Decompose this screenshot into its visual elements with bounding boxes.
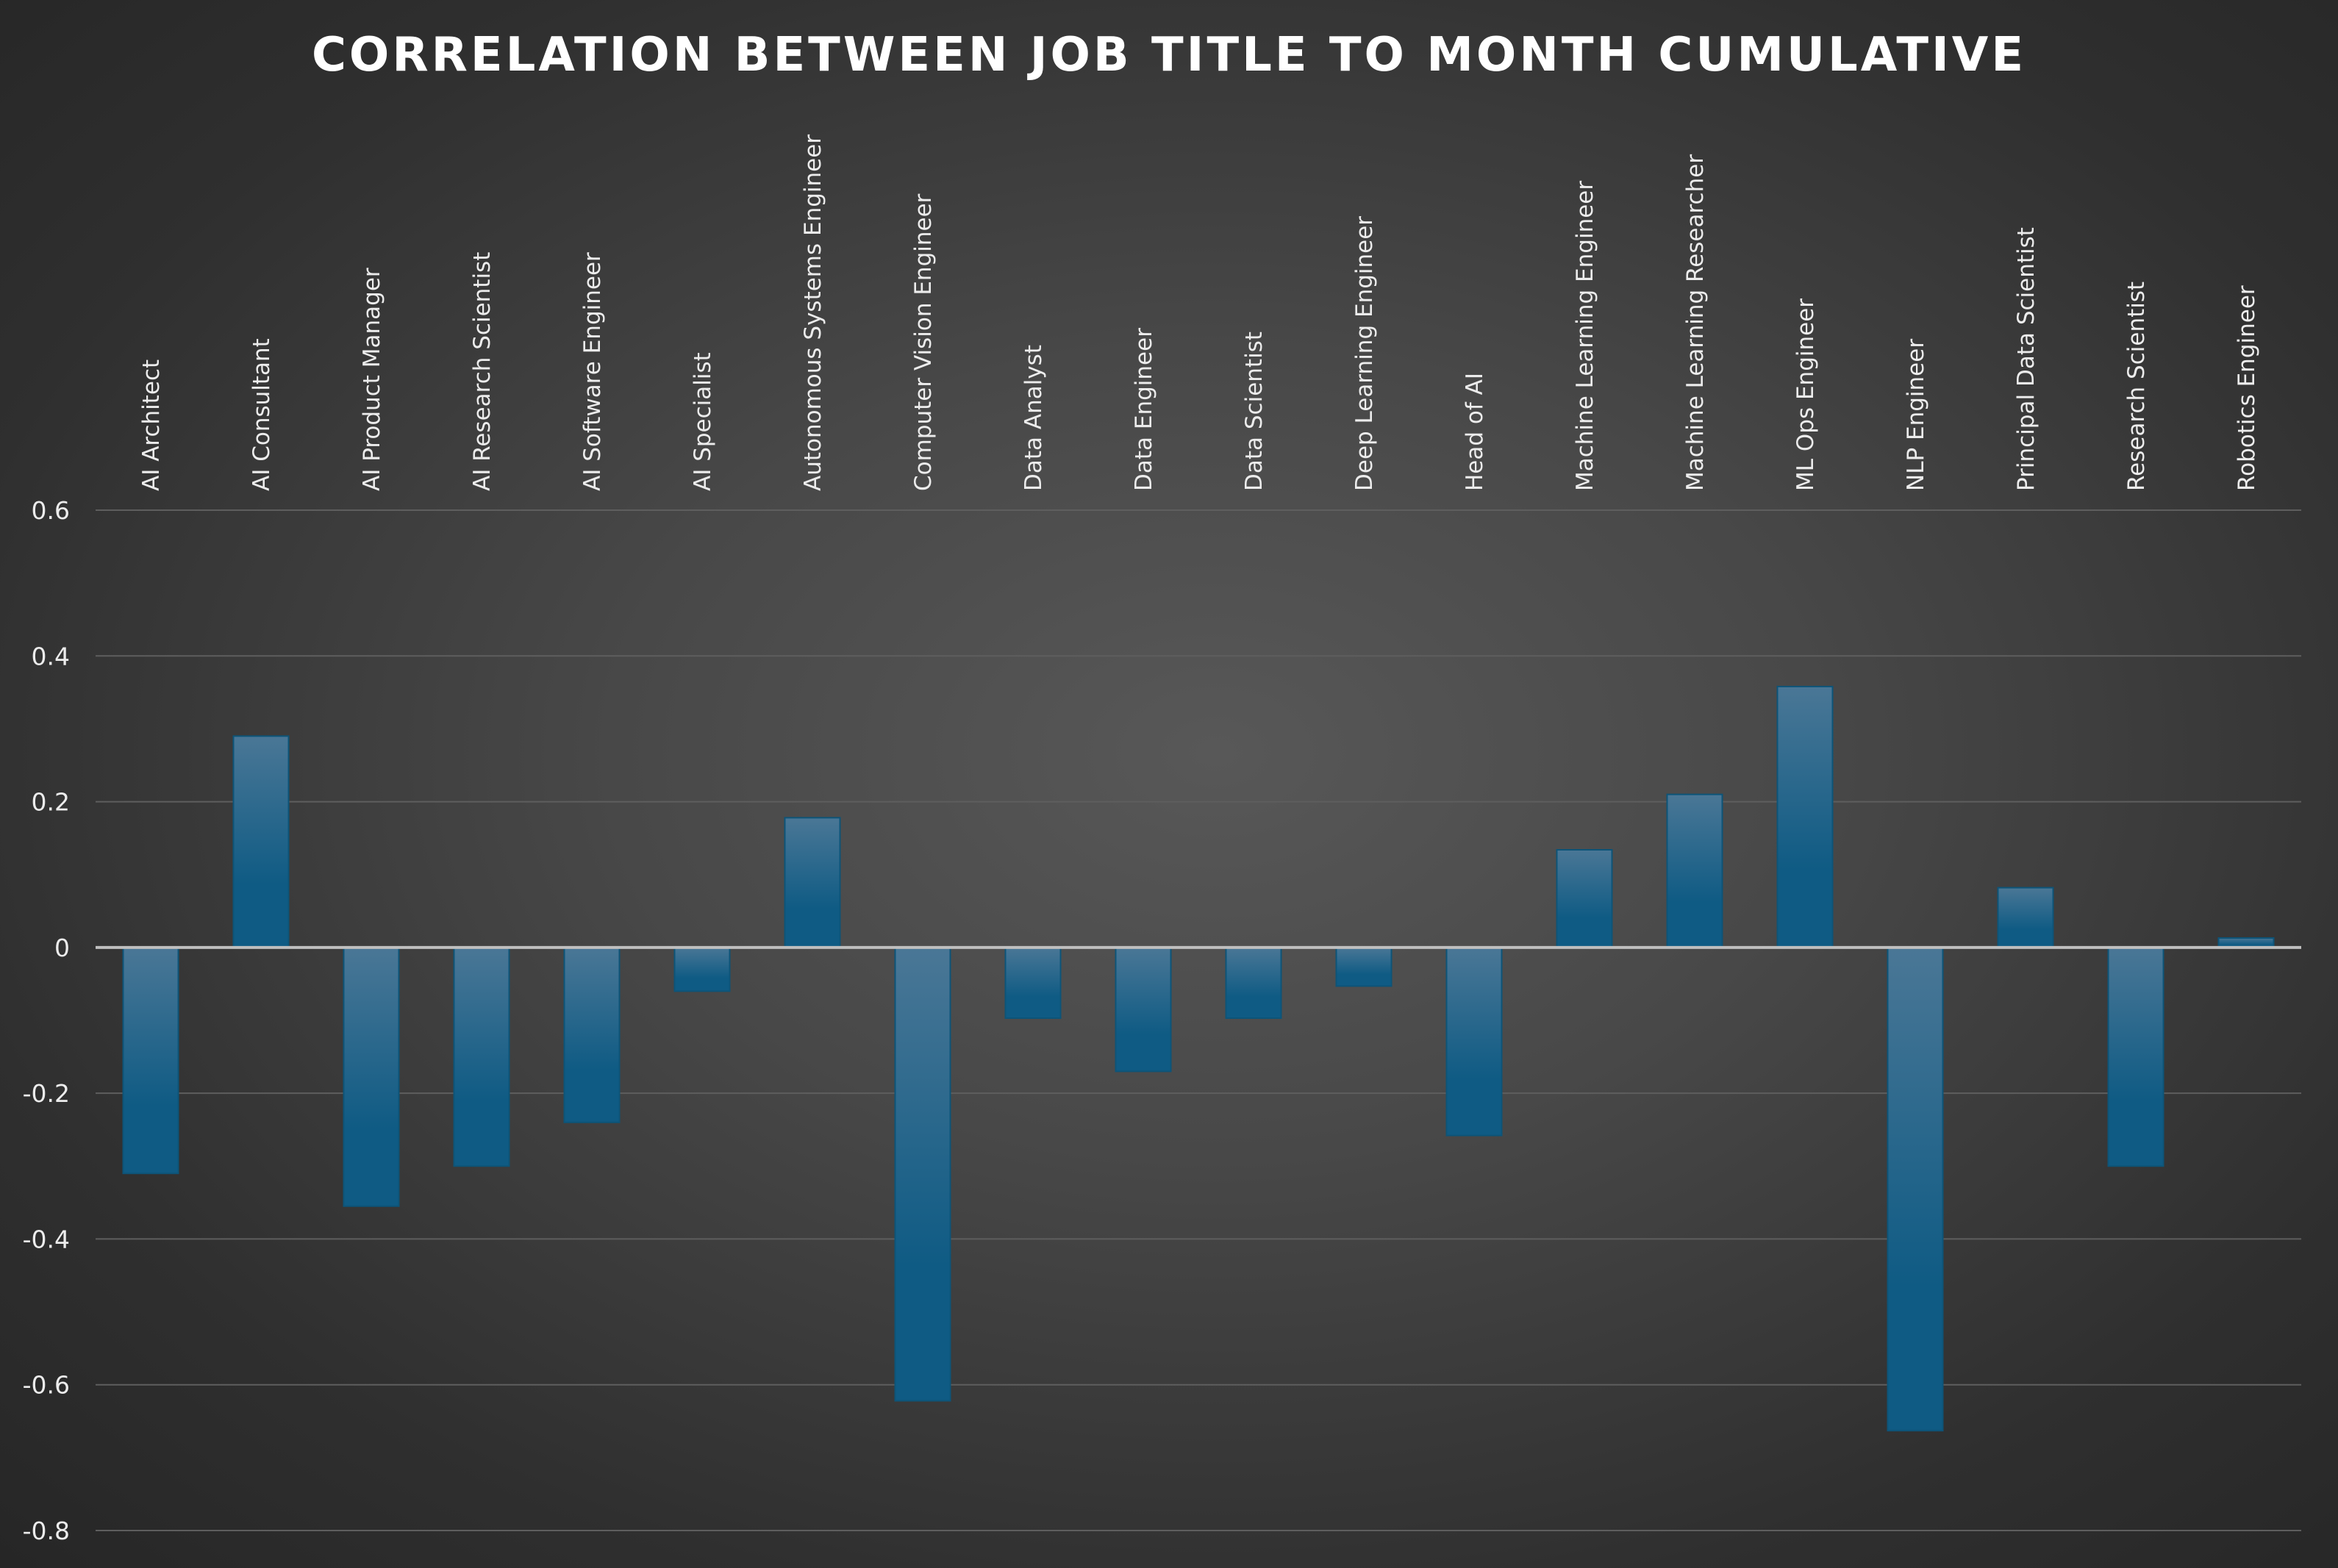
y-axis: 0.6 0.4 0.2 0 -0.2 -0.4 -0.6 -0.8 — [23, 496, 70, 1545]
bar — [343, 946, 400, 1207]
bar — [1666, 793, 1723, 948]
x-tick-label: AI Specialist — [690, 352, 716, 491]
bar — [673, 946, 731, 992]
x-tick-label: AI Software Engineer — [579, 252, 606, 491]
x-tick-label: AI Architect — [138, 359, 165, 491]
x-tick-label: AI Product Manager — [359, 268, 385, 491]
x-tick-label: Deep Learning Engineer — [1351, 216, 1378, 491]
bar — [2107, 946, 2164, 1167]
x-tick-label: Computer Vision Engineer — [910, 193, 937, 491]
bar — [1004, 946, 1062, 1020]
x-tick-label: Principal Data Scientist — [2013, 227, 2040, 491]
y-tick-label: -0.8 — [23, 1517, 70, 1545]
y-tick-label: -0.2 — [23, 1079, 70, 1108]
y-tick-label: 0.2 — [32, 788, 70, 817]
bar — [894, 946, 951, 1402]
bar — [1776, 685, 1834, 948]
x-tick-label: Autonomous Systems Engineer — [800, 135, 826, 491]
x-axis: AI Architect AI Consultant AI Product Mana… — [138, 135, 2260, 491]
bar — [1335, 946, 1393, 987]
y-tick-label: -0.6 — [23, 1371, 70, 1400]
x-tick-label: NLP Engineer — [1903, 339, 1929, 491]
x-tick-label: ML Ops Engineer — [1792, 298, 1819, 491]
bar — [784, 817, 841, 948]
y-tick-label: 0 — [54, 934, 70, 962]
bar — [1556, 849, 1613, 948]
x-tick-label: Machine Learning Researcher — [1682, 154, 1709, 491]
bar — [1225, 946, 1282, 1020]
bar — [1115, 946, 1172, 1073]
x-tick-label: Machine Learning Engineer — [1572, 181, 1598, 491]
bar — [122, 946, 179, 1175]
x-tick-label: AI Research Scientist — [469, 252, 496, 491]
chart-title: CORRELATION BETWEEN JOB TITLE TO MONTH C… — [311, 28, 2027, 82]
bar — [232, 735, 290, 948]
gridlines — [96, 509, 2301, 1531]
x-tick-label: Data Scientist — [1241, 332, 1268, 491]
x-tick-label: Head of AI — [1462, 373, 1488, 491]
x-tick-label: Data Engineer — [1131, 328, 1157, 491]
x-tick-label: AI Consultant — [249, 338, 275, 491]
y-tick-label: 0.6 — [32, 496, 70, 525]
bars — [122, 685, 2275, 1432]
x-tick-label: Robotics Engineer — [2234, 285, 2260, 491]
bar — [1445, 946, 1503, 1136]
bar — [1997, 887, 2054, 948]
y-tick-label: 0.4 — [32, 642, 70, 670]
x-tick-label: Research Scientist — [2123, 282, 2150, 491]
bar — [563, 946, 621, 1123]
bar — [1887, 946, 1944, 1432]
x-tick-label: Data Analyst — [1020, 345, 1047, 491]
y-tick-label: -0.4 — [23, 1225, 70, 1253]
bar — [453, 946, 510, 1167]
